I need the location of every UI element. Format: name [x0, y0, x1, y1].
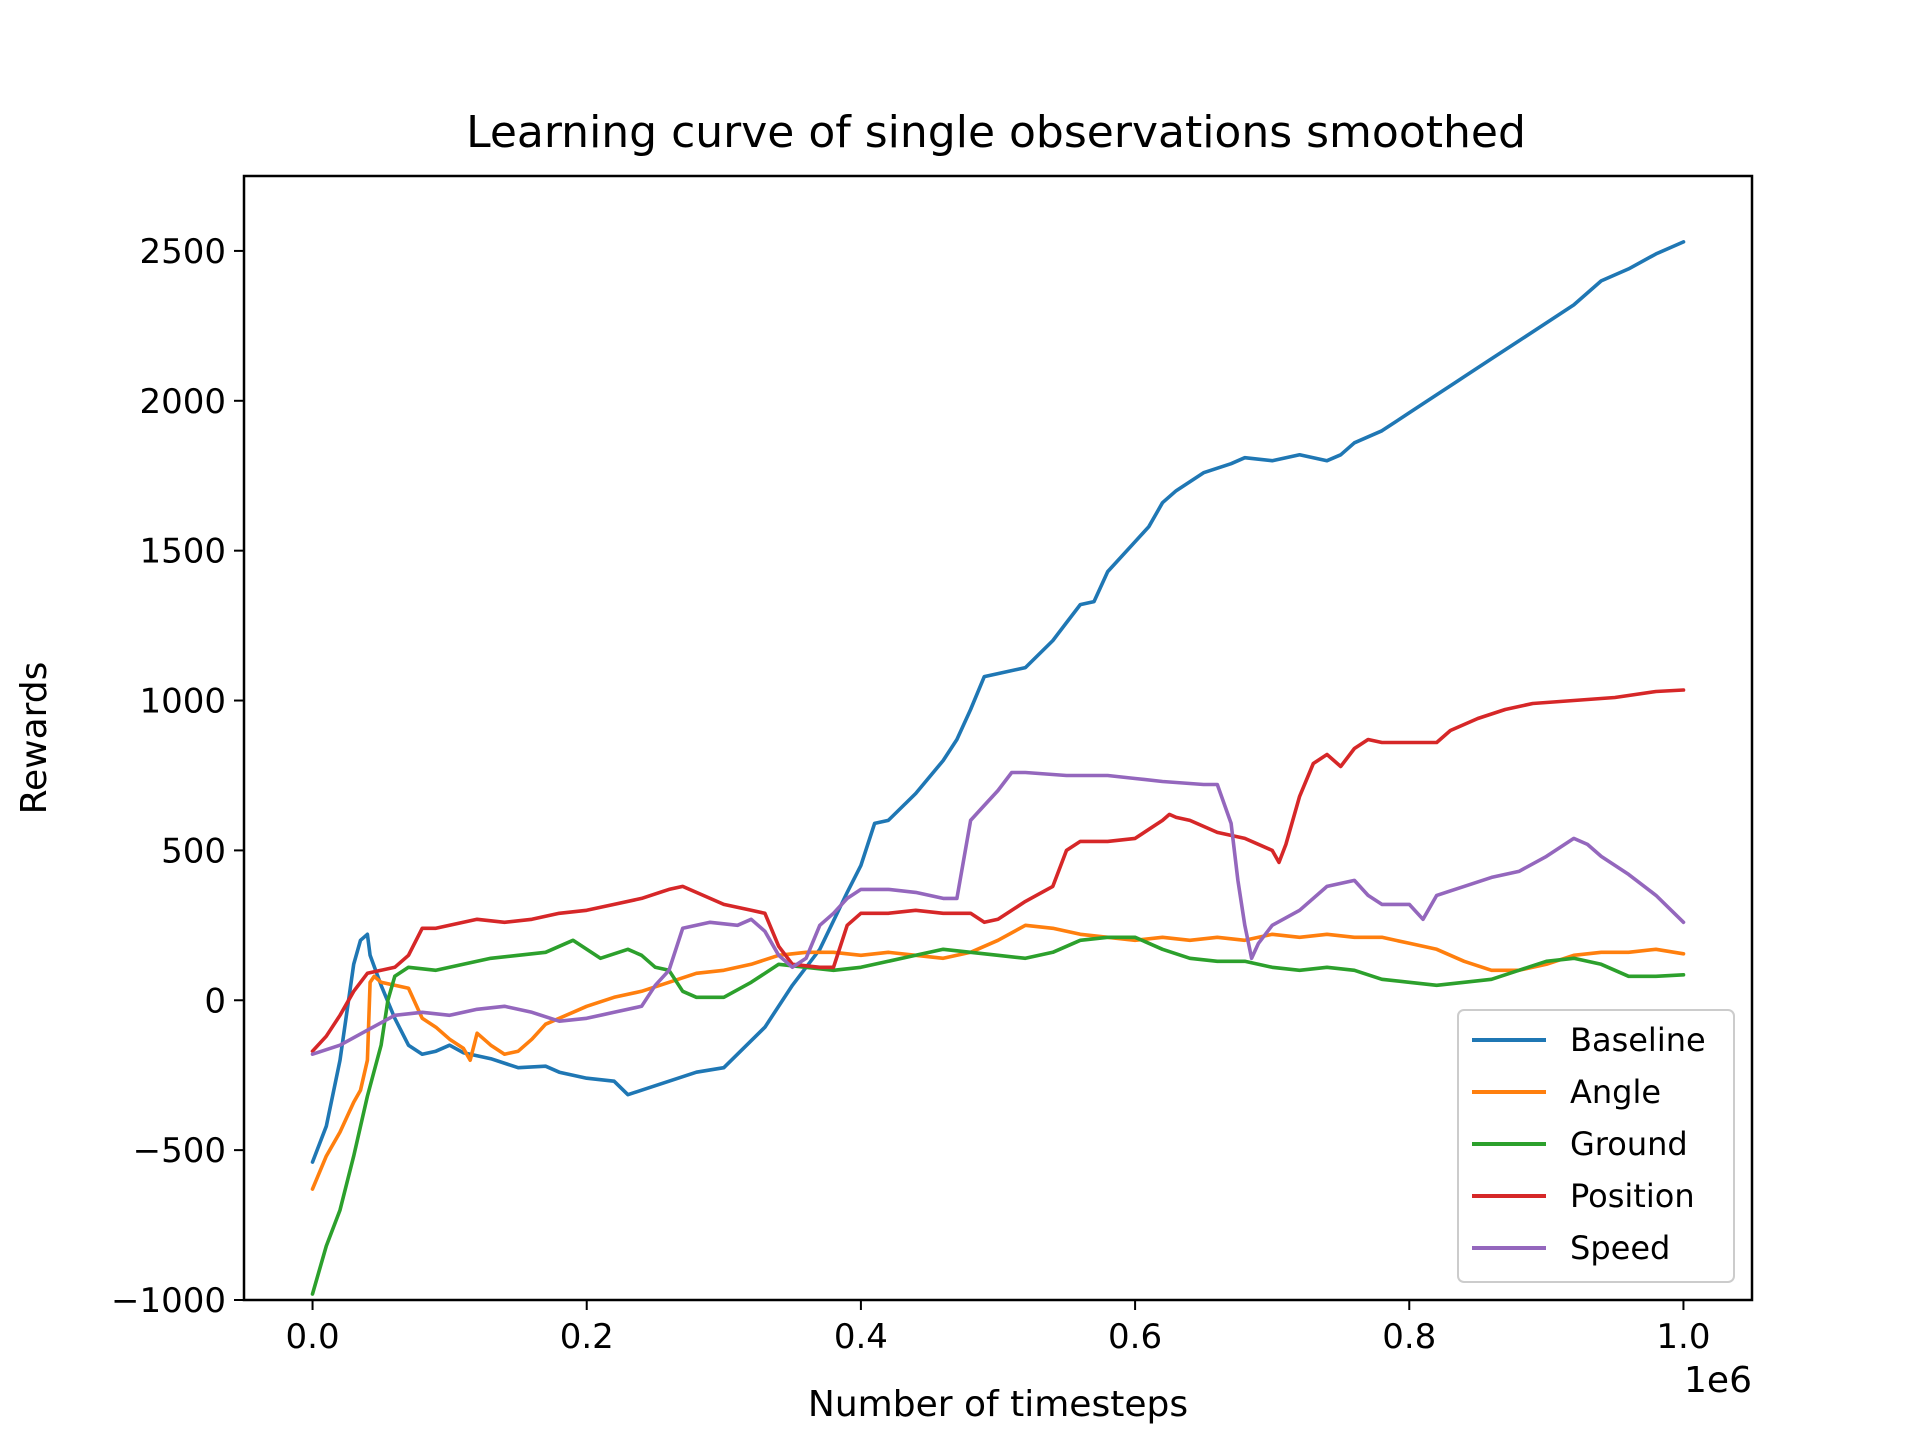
x-tick-label: 1.0 — [1656, 1317, 1710, 1357]
legend-label-angle: Angle — [1570, 1073, 1661, 1111]
legend-entries: Baseline Angle Ground Position Speed — [1472, 1021, 1706, 1267]
x-axis-offset-label: 1e6 — [1684, 1360, 1752, 1401]
y-tick-label: 500 — [161, 831, 226, 871]
x-tick-label: 0.4 — [834, 1317, 888, 1357]
series-line-angle — [310, 923, 1686, 1191]
y-tick-label: 0 — [204, 981, 226, 1021]
x-tick-label: 0.2 — [560, 1317, 614, 1357]
y-tick-label: 1500 — [139, 532, 226, 572]
y-tick-label: 1000 — [139, 682, 226, 722]
chart-title: Learning curve of single observations sm… — [466, 107, 1526, 158]
y-tick-label: 2000 — [139, 382, 226, 422]
y-axis-label: Rewards — [14, 662, 55, 815]
y-tick-label: −500 — [133, 1131, 226, 1171]
x-tick-label: 0.0 — [286, 1317, 340, 1357]
series-line-baseline — [310, 240, 1686, 1164]
x-tick-label: 0.6 — [1108, 1317, 1162, 1357]
series-layer — [310, 240, 1686, 1296]
legend-box — [1457, 1009, 1735, 1283]
x-tick-label: 0.8 — [1382, 1317, 1436, 1357]
plot-area — [242, 174, 1754, 1302]
series-line-speed — [310, 770, 1686, 1056]
legend-label-position: Position — [1570, 1177, 1695, 1215]
legend-label-speed: Speed — [1570, 1229, 1670, 1267]
plot-frame — [242, 174, 1754, 1302]
legend-label-baseline: Baseline — [1570, 1021, 1706, 1059]
legend: Baseline Angle Ground Position Speed — [1457, 1009, 1735, 1283]
y-tick-label: 2500 — [139, 232, 226, 272]
y-tick-label: −1000 — [111, 1281, 226, 1321]
x-axis-label: Number of timesteps — [808, 1384, 1188, 1425]
x-axis-ticks: 0.0 0.2 0.4 0.6 0.8 1.0 — [286, 1300, 1710, 1357]
y-axis-ticks: −1000 −500 0 500 1000 1500 2000 2500 — [111, 232, 244, 1321]
legend-label-ground: Ground — [1570, 1125, 1688, 1163]
series-line-position — [310, 688, 1686, 1053]
series-line-ground — [310, 935, 1686, 1296]
